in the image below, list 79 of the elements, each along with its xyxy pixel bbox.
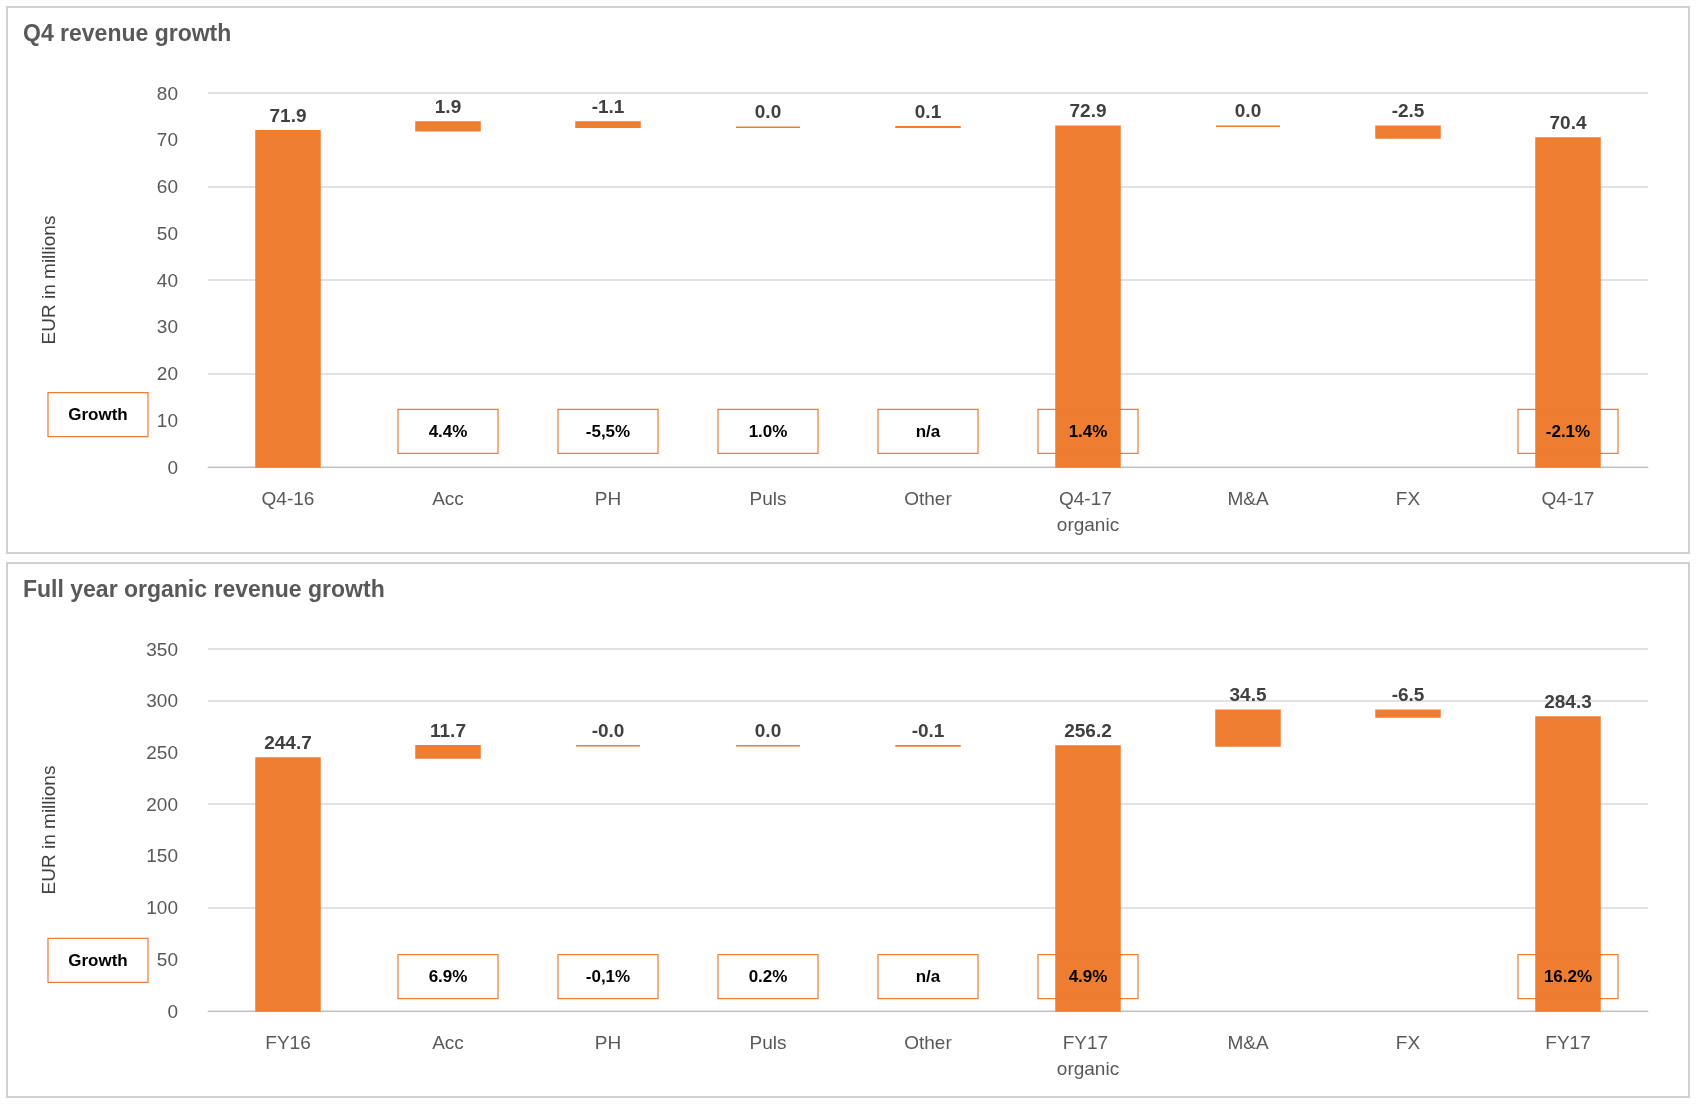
bar <box>575 121 641 128</box>
x-tick-label: Puls <box>749 1031 787 1053</box>
bar <box>1215 709 1281 747</box>
y-tick-label: 10 <box>156 409 178 431</box>
x-tick-label: FY16 <box>265 1031 311 1053</box>
bar <box>255 757 321 1012</box>
y-tick-label: 50 <box>156 222 178 244</box>
data-label: 0.0 <box>754 101 782 123</box>
y-tick-label: 300 <box>146 690 178 712</box>
y-axis-title: EUR in millions <box>38 215 59 345</box>
x-tick-label: Q4-17 organic <box>1056 487 1120 535</box>
x-tick-label: M&A <box>1227 1031 1269 1053</box>
y-tick-label: 30 <box>156 316 178 338</box>
text: Growth <box>68 950 128 970</box>
data-label: -0.0 <box>591 719 625 741</box>
data-label: 0.0 <box>754 719 782 741</box>
data-label: 0.0 <box>1234 100 1262 122</box>
annotation: -0,1% <box>585 967 631 987</box>
y-tick-label: 80 <box>156 82 178 104</box>
x-tick-label: Q4-17 <box>1541 487 1595 509</box>
x-tick-label: Acc <box>432 1031 464 1053</box>
data-label: -2.5 <box>1391 100 1425 122</box>
y-tick-label: 70 <box>156 129 178 151</box>
y-tick-label: 100 <box>146 897 178 919</box>
text: Growth <box>68 405 128 425</box>
data-label: 72.9 <box>1069 100 1107 122</box>
data-label: 34.5 <box>1229 684 1267 706</box>
x-tick-label: FX <box>1395 487 1421 509</box>
x-tick-label: PH <box>594 487 622 509</box>
data-label: 0.1 <box>914 100 942 122</box>
x-tick-label: FY17 organic <box>1056 1031 1120 1079</box>
data-label: 284.3 <box>1544 690 1592 712</box>
annotation: 6.9% <box>428 967 468 987</box>
annotation: 1.4% <box>1068 421 1108 441</box>
annotation: -2.1% <box>1545 421 1591 441</box>
bar <box>1375 125 1441 139</box>
chart-title: Q4 revenue growth <box>23 19 232 46</box>
data-label: -6.5 <box>1391 684 1425 706</box>
data-label: 71.9 <box>269 104 307 126</box>
data-label: 244.7 <box>264 731 312 753</box>
annotation: -5,5% <box>585 421 631 441</box>
data-label: -1.1 <box>591 95 625 117</box>
y-tick-label: 40 <box>156 269 178 291</box>
bar <box>255 130 321 468</box>
data-label: 1.9 <box>434 95 462 117</box>
x-tick-label: Q4-16 <box>261 487 315 509</box>
x-tick-label: Other <box>904 487 953 509</box>
y-tick-label: 150 <box>146 845 178 867</box>
x-tick-label: M&A <box>1227 487 1269 509</box>
x-tick-label: Acc <box>432 487 464 509</box>
y-tick-label: 60 <box>156 176 178 197</box>
data-label: 11.7 <box>430 719 466 741</box>
annotation: n/a <box>915 421 941 441</box>
bar <box>415 745 481 759</box>
y-tick-label: 50 <box>156 948 178 970</box>
annotation: 4.4% <box>428 421 468 441</box>
y-tick-label: 200 <box>146 793 178 815</box>
chart-title: Full year organic revenue growth <box>23 575 385 602</box>
x-tick-label: FY17 <box>1545 1031 1591 1053</box>
bar <box>1375 709 1441 718</box>
x-tick-label: PH <box>594 1031 622 1053</box>
annotation: 16.2% <box>1543 967 1593 987</box>
x-tick-label: Other <box>904 1031 953 1053</box>
annotation: n/a <box>915 967 941 987</box>
data-label: 256.2 <box>1064 720 1112 742</box>
data-label: -0.1 <box>911 719 945 741</box>
y-tick-label: 0 <box>167 456 178 478</box>
annotation: 1.0% <box>748 421 788 441</box>
annotation: 0.2% <box>748 967 788 987</box>
y-axis-title: EUR in millions <box>38 765 59 895</box>
y-tick-label: 0 <box>167 1000 178 1022</box>
y-tick-label: 250 <box>146 741 178 763</box>
annotation: 4.9% <box>1068 967 1108 987</box>
y-tick-label: 20 <box>156 363 178 384</box>
data-label: 70.4 <box>1549 111 1587 133</box>
bar <box>415 121 481 132</box>
x-tick-label: FX <box>1395 1031 1421 1053</box>
x-tick-label: Puls <box>749 487 787 509</box>
y-tick-label: 350 <box>146 638 178 660</box>
